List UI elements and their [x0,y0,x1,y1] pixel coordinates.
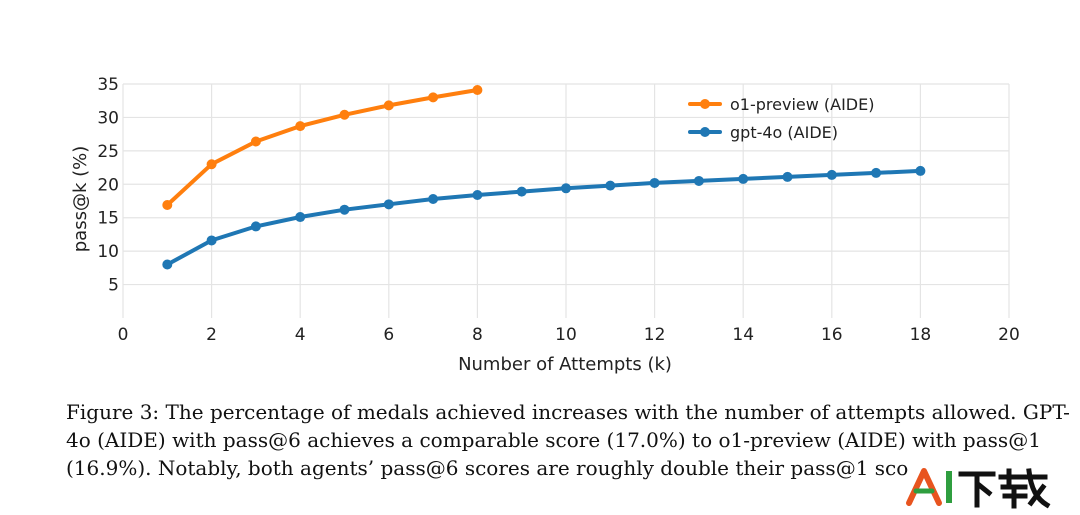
data-point-o1-preview [472,85,483,96]
data-point-o1-preview [162,200,173,211]
data-point-gpt-4o [295,212,306,223]
y-tick-label: 20 [97,175,119,195]
x-tick-label: 6 [383,325,394,345]
caption-line-2: 4o (AIDE) with pass@6 achieves a compara… [66,428,1041,452]
data-point-gpt-4o [738,173,749,184]
data-point-gpt-4o [428,193,439,204]
x-tick-label: 14 [732,325,754,345]
legend-label-o1-preview: o1-preview (AIDE) [730,95,874,114]
data-point-gpt-4o [472,189,483,200]
series-line-gpt-4o [165,168,923,267]
x-axis-label: Number of Attempts (k) [458,354,672,375]
series-layer [162,85,926,270]
x-tick-label: 20 [998,325,1020,345]
x-tick-label: 12 [644,325,666,345]
data-point-gpt-4o [826,169,837,180]
data-point-o1-preview [206,159,217,170]
watermark-a-glyph [906,468,942,506]
data-point-gpt-4o [516,186,527,197]
legend-marker-gpt-4o [700,127,710,137]
data-point-gpt-4o [162,259,173,270]
data-point-gpt-4o [383,199,394,210]
y-tick-label: 15 [97,209,119,229]
chart: 0 2 4 6 8 10 12 14 16 18 20 5 10 15 20 25 30 35 o1-previe… [70,75,1020,375]
watermark-i-glyph [946,471,952,503]
data-point-gpt-4o [649,177,660,188]
data-point-gpt-4o [915,165,926,176]
legend-marker-o1-preview [700,99,710,109]
data-point-gpt-4o [250,221,261,232]
y-tick-label: 35 [97,75,119,95]
watermark-chinese-glyphs [958,468,1051,509]
x-tick-label: 0 [118,325,129,345]
legend: o1-preview (AIDE) gpt-4o (AIDE) [688,95,874,142]
y-tick-label: 25 [97,142,119,162]
y-axis-label: pass@k (%) [70,146,91,253]
data-point-gpt-4o [782,171,793,182]
data-point-gpt-4o [561,183,571,194]
series-line-o1-preview [165,88,480,207]
x-tick-label: 16 [821,325,843,345]
legend-label-gpt-4o: gpt-4o (AIDE) [730,123,838,142]
data-point-o1-preview [339,109,350,120]
data-point-gpt-4o [206,235,217,246]
data-point-o1-preview [250,136,261,147]
axes: 0 2 4 6 8 10 12 14 16 18 20 5 10 15 20 25 30 35 [97,75,1019,345]
x-tick-label: 8 [472,325,483,345]
data-point-o1-preview [295,121,306,132]
caption-line-1: Figure 3: The percentage of medals achie… [66,400,1070,424]
y-tick-label: 5 [108,276,119,296]
y-tick-label: 10 [97,242,119,262]
x-tick-label: 4 [295,325,306,345]
data-point-gpt-4o [871,167,882,178]
data-point-gpt-4o [605,180,616,191]
x-tick-label: 2 [206,325,217,345]
caption-line-3: (16.9%). Notably, both agents’ pass@6 sc… [66,456,909,480]
grid [122,83,1010,318]
watermark-logo [906,468,1051,509]
figure-caption: Figure 3: The percentage of medals achie… [66,398,1070,482]
data-point-o1-preview [428,92,439,103]
y-tick-label: 30 [97,108,119,128]
data-point-gpt-4o [339,204,350,215]
x-tick-label: 10 [555,325,577,345]
x-tick-label: 18 [910,325,932,345]
data-point-gpt-4o [693,175,704,186]
data-point-o1-preview [383,100,394,111]
